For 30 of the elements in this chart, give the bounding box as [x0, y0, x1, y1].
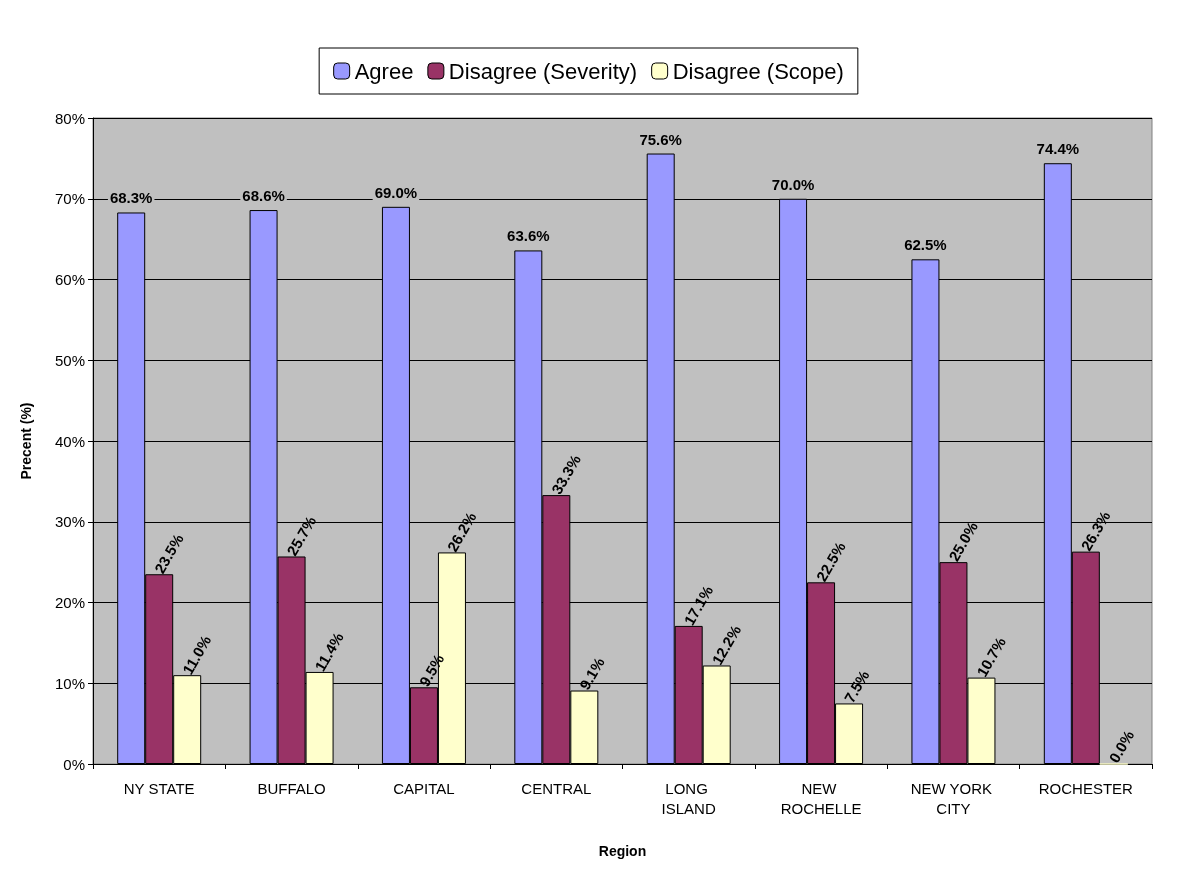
legend-label: Disagree (Severity): [448, 58, 638, 84]
y-tick-label: 0%: [63, 755, 85, 773]
data-label: 68.6%: [242, 187, 285, 205]
x-tick-label: ROCHESTER: [1038, 779, 1134, 797]
data-label: 70.0%: [771, 175, 815, 193]
y-tick-label: 20%: [54, 594, 85, 611]
data-label: 62.5%: [904, 236, 947, 254]
x-tick-label: CAPITAL: [393, 779, 455, 797]
x-axis-title: Region: [598, 843, 647, 859]
data-label: 75.6%: [639, 130, 682, 148]
x-tick-label: CENTRAL: [521, 779, 592, 797]
y-axis-title: Precent (%): [18, 402, 34, 480]
x-tick-label: BUFFALO: [257, 779, 326, 797]
legend-label: Agree: [354, 58, 414, 84]
y-tick-label: 80%: [54, 109, 85, 127]
data-label: 68.3%: [109, 189, 153, 207]
x-tick-label: NEW ROCHELLE: [780, 779, 862, 817]
x-tick-label: NEW YORK CITY: [910, 779, 997, 817]
y-tick-label: 60%: [54, 271, 85, 288]
y-tick-label: 10%: [54, 674, 85, 692]
data-label: 63.6%: [507, 227, 550, 245]
y-tick-label: 40%: [54, 432, 85, 450]
x-tick-label: LONG ISLAND: [661, 779, 716, 817]
data-label: 69.0%: [374, 183, 418, 201]
x-tick-label: NY STATE: [123, 779, 195, 797]
legend-label: Disagree (Scope): [672, 58, 844, 84]
y-tick-label: 70%: [54, 190, 85, 208]
y-tick-label: 50%: [54, 351, 85, 369]
data-label: 74.4%: [1036, 140, 1080, 158]
y-tick-label: 30%: [54, 513, 85, 531]
